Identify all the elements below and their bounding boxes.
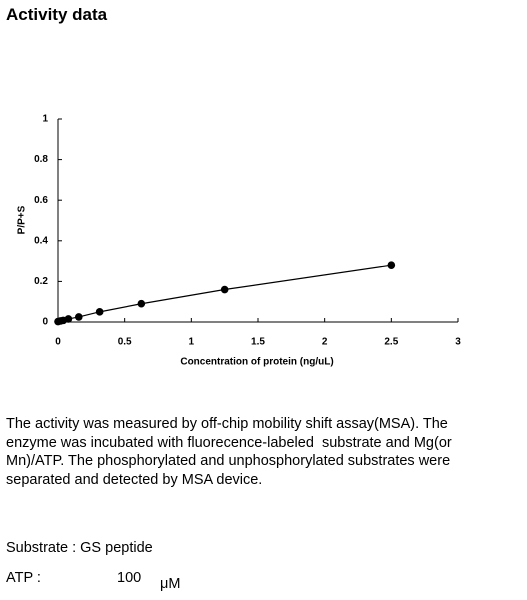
atp-label: ATP :	[6, 570, 41, 586]
y-tick-label: 0	[42, 317, 48, 328]
data-point	[137, 299, 146, 308]
x-tick-label: 1.5	[251, 337, 265, 348]
y-tick-label: 0.4	[34, 235, 48, 246]
data-point	[64, 315, 73, 323]
description-line: enzyme was incubated with fluorecence-la…	[6, 434, 452, 451]
data-point	[95, 308, 104, 316]
substrate: Substrate : GS peptide	[6, 540, 153, 556]
x-tick-label: 2	[322, 337, 328, 348]
x-tick-label: 0	[55, 337, 61, 348]
data-point	[220, 285, 229, 294]
y-axis-label: P/P+S	[17, 205, 28, 234]
x-tick-label: 0.5	[118, 337, 132, 348]
x-tick-label: 1	[189, 337, 195, 348]
x-tick-label: 3	[455, 337, 461, 348]
y-tick-label: 0.8	[34, 154, 48, 165]
y-tick-label: 0.2	[34, 276, 48, 287]
y-tick-label: 0.6	[34, 195, 48, 206]
description-line: separated and detected by MSA device.	[6, 471, 263, 488]
description-line: Mn)/ATP. The phosphorylated and unphosph…	[6, 453, 451, 469]
chart: Concentration of protein (ng/uL) P/P+S 0…	[17, 114, 462, 368]
x-tick-label: 2.5	[384, 337, 398, 348]
data-line	[57, 264, 392, 323]
description-line: The activity was measured by off-chip mo…	[6, 416, 448, 432]
data-point	[75, 313, 83, 321]
atp-unit: μM	[160, 576, 181, 592]
atp-value: 100	[117, 570, 142, 586]
title: Activity data	[6, 5, 108, 24]
x-axis-label: Concentration of protein (ng/uL)	[180, 357, 333, 368]
y-tick-label: 1	[42, 114, 48, 125]
data-point	[387, 261, 396, 269]
